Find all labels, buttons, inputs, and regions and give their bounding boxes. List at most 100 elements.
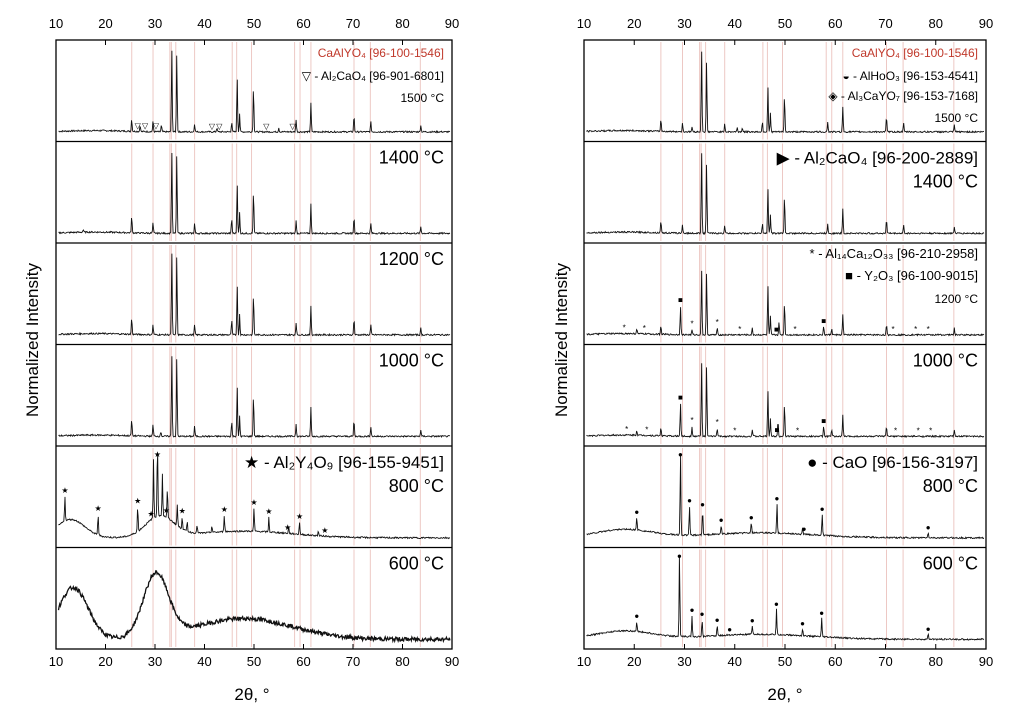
phase-marker: ● (749, 513, 754, 522)
x-tick-label-top: 60 (296, 16, 310, 31)
x-tick-label-top: 50 (778, 16, 792, 31)
phase-marker: ■ (678, 295, 683, 304)
xrd-trace (586, 153, 985, 236)
phase-marker: ● (820, 504, 825, 513)
phase-marker: ● (700, 610, 705, 619)
x-tick-label-bottom: 10 (577, 654, 591, 669)
xrd-trace (58, 356, 451, 439)
phase-marker: ● (719, 516, 724, 525)
temperature-label: 1000 °C (913, 351, 978, 371)
phase-marker: ★ (250, 498, 257, 507)
xrd-trace (586, 454, 984, 540)
reference-pattern-label: CaAlYO₄ [96-100-1546] (852, 46, 978, 60)
phase-marker: * (738, 325, 741, 334)
temperature-label: 1400 °C (379, 148, 444, 168)
x-tick-label-top: 70 (878, 16, 892, 31)
x-tick-label-bottom: 30 (148, 654, 162, 669)
x-tick-label-top: 90 (445, 16, 459, 31)
phase-marker: * (690, 320, 693, 329)
phase-marker: ● (700, 500, 705, 509)
phase-marker: ● (750, 616, 755, 625)
phase-marker: ▽ (209, 122, 216, 131)
subplot-1500c: 1500 °C ◒ - AlHoO₃ [96-153-4541] ◈ - Al₃Ca… (586, 42, 985, 140)
temperature-label: 1000 °C (379, 351, 444, 371)
phase-marker: * (716, 418, 719, 427)
temperature-label: 1500 °C (935, 111, 979, 125)
x-tick-label-top: 80 (395, 16, 409, 31)
phase-marker: ★ (284, 523, 291, 532)
x-tick-label-bottom: 20 (627, 654, 641, 669)
phase-marker: * (643, 324, 646, 333)
phase-marker: ● (677, 552, 682, 561)
phase-marker: ■ (774, 325, 779, 334)
phase-marker: ● (819, 608, 824, 617)
phase-marker: * (733, 426, 736, 435)
subplot-1500c: ▽ ▽ ▽ ▽ ▽ ▽ ▽1500 °C▽ - Al₂CaO₄ [96-901-6801]C… (58, 42, 451, 140)
phase-marker: * (796, 426, 799, 435)
x-tick-label-bottom: 40 (197, 654, 211, 669)
x-tick-label-bottom: 60 (828, 654, 842, 669)
phase-marker: * (891, 325, 894, 334)
phase-marker: ▽ (216, 122, 223, 131)
phase-marker: * (929, 426, 932, 435)
phase-marker: ★ (147, 510, 154, 519)
phase-marker: * (716, 318, 719, 327)
phase-marker: ★ (265, 507, 272, 516)
phase-marker: ● (926, 624, 931, 633)
x-tick-label-bottom: 50 (778, 654, 792, 669)
phase-marker: ● (687, 496, 692, 505)
y-axis-label-left: Normalized Intensity (23, 263, 42, 418)
phase-marker: ■ (821, 416, 826, 425)
legend-entry: ★ - Al₂Y₄O₉ [96-155-9451] (244, 453, 444, 472)
phase-marker: * (645, 425, 648, 434)
x-tick-label-bottom: 90 (979, 654, 993, 669)
temperature-label: 1200 °C (379, 249, 444, 269)
x-tick-label-top: 20 (98, 16, 112, 31)
x-tick-label-top: 40 (197, 16, 211, 31)
phase-marker: ● (775, 494, 780, 503)
phase-marker: ● (634, 507, 639, 516)
phase-marker: ■ (821, 316, 826, 325)
phase-marker: * (917, 426, 920, 435)
phase-marker: ▽ (142, 122, 149, 131)
x-tick-label-top: 30 (148, 16, 162, 31)
phase-marker: ★ (179, 506, 186, 515)
legend-entry: ● - CaO [96-156-3197] (807, 453, 978, 472)
y-axis-label-right: Normalized Intensity (552, 263, 571, 418)
phase-marker: ● (774, 600, 779, 609)
phase-marker: ★ (321, 526, 328, 535)
subplot-800c: ● ● ● ● ● ● ● ● ● ● 800 °C ● - CaO [96-156-3197] (584, 445, 986, 546)
x-tick-label-bottom: 10 (49, 654, 63, 669)
x-tick-label-bottom: 20 (98, 654, 112, 669)
phase-marker: ● (727, 625, 732, 634)
phase-marker: ● (802, 524, 807, 533)
temperature-label: 600 °C (923, 554, 978, 574)
temperature-label: 800 °C (923, 476, 978, 496)
phase-marker: ★ (221, 505, 228, 514)
temperature-label: 600 °C (389, 554, 444, 574)
phase-marker: ■ (775, 426, 780, 435)
phase-marker: ● (926, 523, 931, 532)
phase-marker: ▽ (135, 121, 142, 130)
temperature-label: 1200 °C (935, 292, 979, 306)
x-tick-label-bottom: 70 (346, 654, 360, 669)
x-axis-label-left: 2θ, ° (234, 685, 269, 704)
phase-marker: * (623, 324, 626, 333)
subplot-800c: ★ ★ ★ ★ ★ ★ ★ ★ ★ ★ ★ ★ ★ 800 °C ★ - Al₂Y₄O₉ [96-155-9… (56, 445, 452, 546)
subplot-1000c: 1000 °C (56, 343, 452, 444)
phase-marker: ● (634, 611, 639, 620)
subplot-1400c: 1400 °C ▶ - Al₂CaO₄ [96-200-2889] (584, 140, 986, 241)
phase-marker: * (927, 325, 930, 334)
temperature-label: 800 °C (389, 476, 444, 496)
phase-marker: ▽ (290, 122, 297, 131)
xrd-trace (586, 555, 985, 641)
right-panel: 10 10 20 20 30 30 40 40 50 50 60 60 70 70 80 80 90 90 1500… (577, 16, 993, 669)
phase-marker: ● (690, 606, 695, 615)
x-tick-label-bottom: 30 (677, 654, 691, 669)
x-tick-label-top: 50 (247, 16, 261, 31)
legend-entry: ▶ - Al₂CaO₄ [96-200-2889] (777, 149, 978, 168)
temperature-label: 1500 °C (401, 91, 445, 105)
phase-marker: ★ (154, 450, 161, 459)
x-tick-label-bottom: 50 (247, 654, 261, 669)
subplot-1200c: ■ * * * * * ■ * ■ * * * 1200 °C * - Al₁₄Ca₁₂O₃₃ [96-2… (584, 242, 986, 343)
